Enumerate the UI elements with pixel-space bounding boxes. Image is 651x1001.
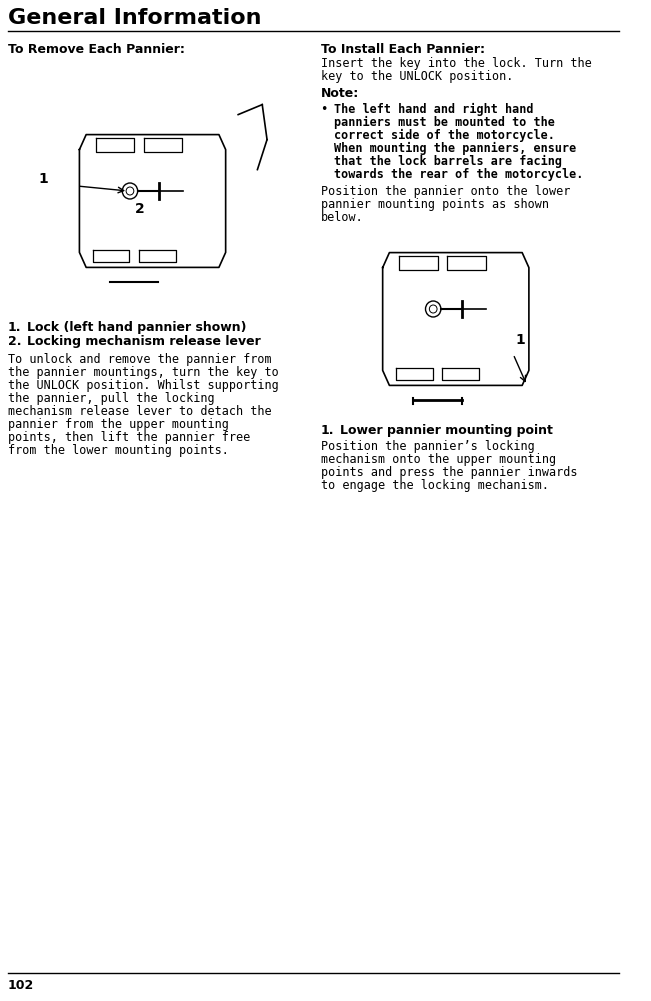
Text: 1.: 1. <box>8 321 21 334</box>
Text: To Install Each Pannier:: To Install Each Pannier: <box>320 43 484 56</box>
Text: Insert the key into the lock. Turn the: Insert the key into the lock. Turn the <box>320 57 591 70</box>
Text: the pannier, pull the locking: the pannier, pull the locking <box>8 392 214 405</box>
Text: panniers must be mounted to the: panniers must be mounted to the <box>334 116 555 129</box>
Text: the UNLOCK position. Whilst supporting: the UNLOCK position. Whilst supporting <box>8 379 279 392</box>
Text: to engage the locking mechanism.: to engage the locking mechanism. <box>320 479 549 492</box>
Text: points, then lift the pannier free: points, then lift the pannier free <box>8 431 250 444</box>
Text: 1.: 1. <box>320 424 334 437</box>
Text: pannier from the upper mounting: pannier from the upper mounting <box>8 418 229 431</box>
Text: the pannier mountings, turn the key to: the pannier mountings, turn the key to <box>8 366 279 379</box>
Text: points and press the pannier inwards: points and press the pannier inwards <box>320 466 577 479</box>
Text: 2.: 2. <box>8 335 21 348</box>
Text: Position the pannier’s locking: Position the pannier’s locking <box>320 440 534 453</box>
Text: General Information: General Information <box>8 8 261 28</box>
Text: Lock (left hand pannier shown): Lock (left hand pannier shown) <box>27 321 247 334</box>
Text: Position the pannier onto the lower: Position the pannier onto the lower <box>320 185 570 198</box>
Text: towards the rear of the motorcycle.: towards the rear of the motorcycle. <box>334 168 583 181</box>
Text: When mounting the panniers, ensure: When mounting the panniers, ensure <box>334 142 576 155</box>
Text: •: • <box>320 103 328 116</box>
Text: To unlock and remove the pannier from: To unlock and remove the pannier from <box>8 353 271 366</box>
Text: 102: 102 <box>8 979 34 992</box>
Text: Lower pannier mounting point: Lower pannier mounting point <box>340 424 553 437</box>
Text: 1: 1 <box>515 333 525 347</box>
Text: Note:: Note: <box>320 87 359 100</box>
Text: that the lock barrels are facing: that the lock barrels are facing <box>334 155 562 168</box>
Text: mechanism onto the upper mounting: mechanism onto the upper mounting <box>320 453 556 466</box>
Text: 2: 2 <box>135 202 145 216</box>
Text: key to the UNLOCK position.: key to the UNLOCK position. <box>320 70 513 83</box>
Text: The left hand and right hand: The left hand and right hand <box>334 103 534 116</box>
Text: from the lower mounting points.: from the lower mounting points. <box>8 444 229 457</box>
Text: below.: below. <box>320 211 363 224</box>
Text: mechanism release lever to detach the: mechanism release lever to detach the <box>8 405 271 418</box>
Text: 1: 1 <box>38 172 48 186</box>
Text: correct side of the motorcycle.: correct side of the motorcycle. <box>334 129 555 142</box>
Text: pannier mounting points as shown: pannier mounting points as shown <box>320 198 549 211</box>
Text: Locking mechanism release lever: Locking mechanism release lever <box>27 335 260 348</box>
Text: To Remove Each Pannier:: To Remove Each Pannier: <box>8 43 185 56</box>
